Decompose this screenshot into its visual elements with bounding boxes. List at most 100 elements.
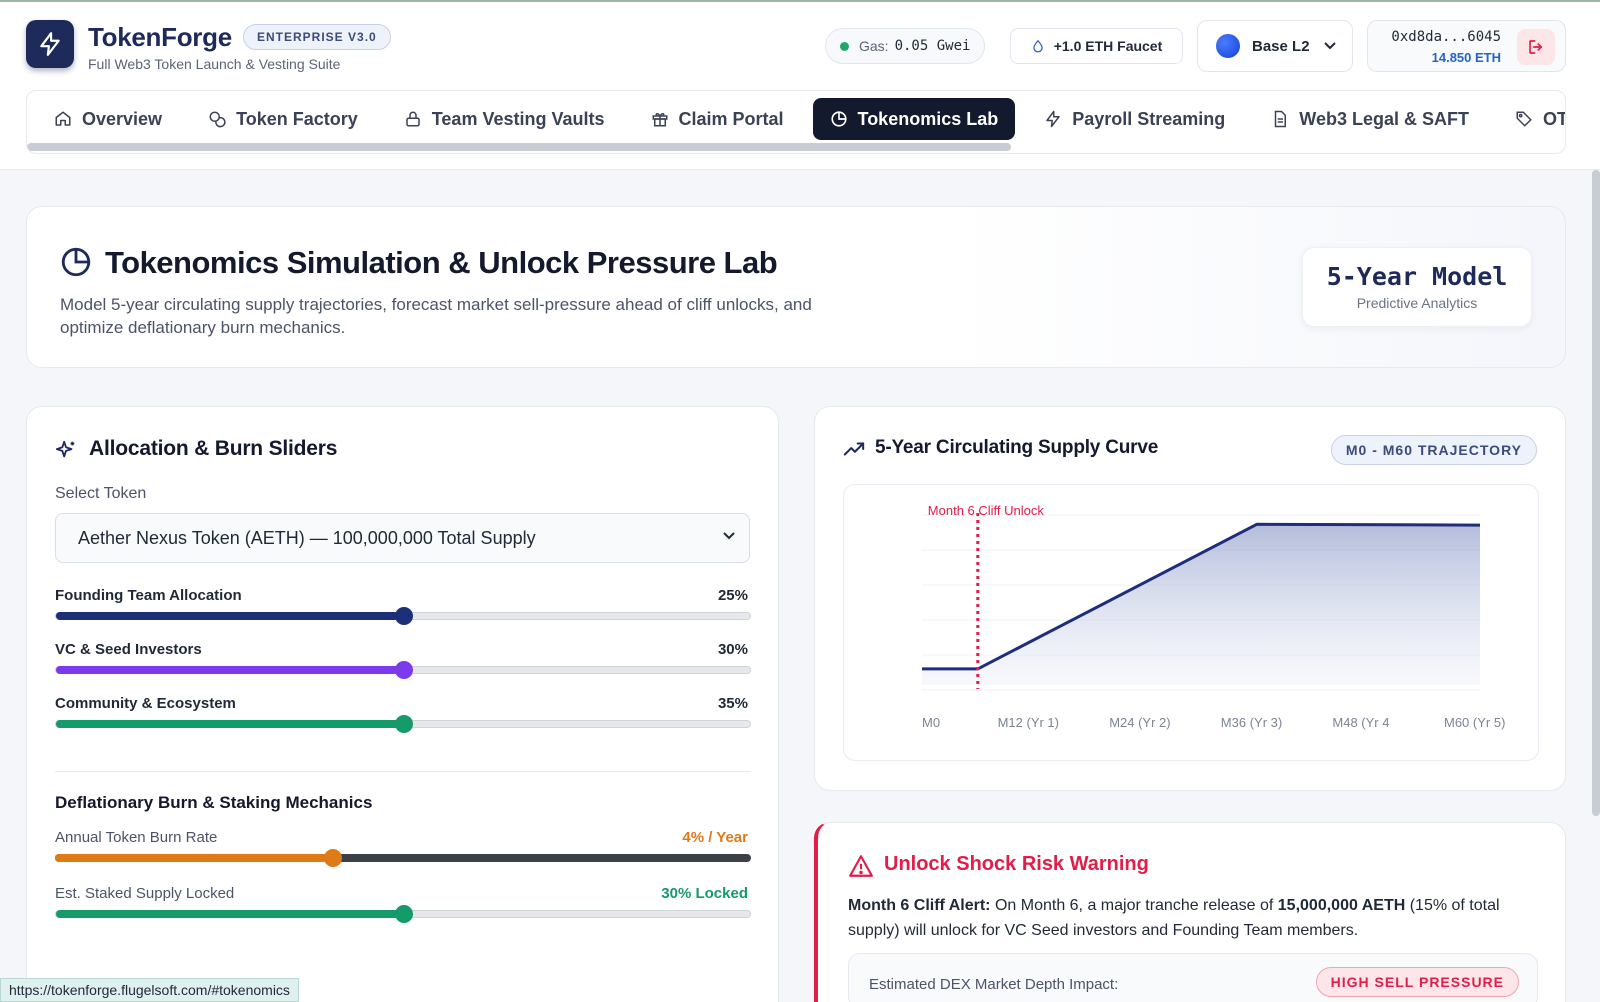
- model-badge-card: 5-Year Model Predictive Analytics: [1302, 247, 1532, 327]
- staked-slider[interactable]: [55, 905, 751, 923]
- supply-area: [922, 524, 1480, 685]
- supply-chart-card: 5-Year Circulating Supply Curve M0 - M60…: [814, 406, 1566, 791]
- gas-indicator: Gas: 0.05 Gwei: [825, 28, 986, 64]
- x-tick-label: M0: [922, 715, 940, 730]
- x-tick-label: M24 (Yr 2): [1109, 715, 1170, 730]
- community-slider[interactable]: [55, 715, 751, 733]
- hero-card: Tokenomics Simulation & Unlock Pressure …: [26, 206, 1566, 368]
- burn-rate-value: 4% / Year: [682, 829, 748, 846]
- staked-value: 30% Locked: [661, 885, 748, 902]
- home-icon: [55, 111, 71, 126]
- slider-fill: [55, 854, 334, 862]
- slider-thumb[interactable]: [324, 849, 343, 867]
- x-tick-label: M12 (Yr 1): [998, 715, 1059, 730]
- chevron-down-icon: [1323, 42, 1336, 50]
- tab-otc[interactable]: OTC: [1498, 98, 1565, 140]
- nav-scrollbar[interactable]: [27, 143, 1011, 151]
- status-bar-url: https://tokenforge.flugelsoft.com/#token…: [0, 978, 299, 1002]
- token-select[interactable]: Aether Nexus Token (AETH) — 100,000,000 …: [55, 513, 750, 563]
- community-label: Community & Ecosystem: [55, 695, 236, 712]
- gas-label: Gas:: [859, 38, 889, 54]
- coins-icon: [209, 111, 226, 128]
- trending-up-icon: [843, 442, 865, 456]
- slider-thumb[interactable]: [395, 607, 413, 625]
- slider-thumb[interactable]: [395, 661, 413, 679]
- sell-pressure-badge: HIGH SELL PRESSURE: [1315, 967, 1519, 997]
- select-token-label: Select Token: [55, 485, 147, 502]
- founding-team-slider[interactable]: [55, 607, 751, 625]
- allocation-card: Allocation & Burn Sliders Select Token A…: [26, 406, 779, 1002]
- gas-status-dot: [840, 41, 849, 51]
- supply-line: [922, 522, 1481, 671]
- x-tick-label: M36 (Yr 3): [1221, 715, 1282, 730]
- tab-payroll-streaming[interactable]: Payroll Streaming: [1027, 98, 1242, 140]
- warning-triangle-icon: [849, 855, 873, 877]
- slider-fill: [56, 720, 404, 728]
- staked-label: Est. Staked Supply Locked: [55, 885, 235, 902]
- page-description: Model 5-year circulating supply trajecto…: [60, 295, 812, 337]
- section-divider: [55, 771, 751, 772]
- tab-overview[interactable]: Overview: [37, 98, 179, 140]
- unlock-warning-card: Unlock Shock Risk Warning Month 6 Cliff …: [814, 822, 1566, 1002]
- droplet-icon: [1032, 39, 1043, 53]
- sparkles-icon: [55, 440, 75, 458]
- impact-label: Estimated DEX Market Depth Impact:: [869, 976, 1119, 993]
- x-tick-label: M60 (Yr 5): [1444, 715, 1505, 730]
- slider-fill: [56, 910, 404, 918]
- document-icon: [1275, 110, 1287, 128]
- vc-seed-value: 30%: [717, 641, 748, 658]
- slider-thumb[interactable]: [395, 715, 413, 733]
- page-title: Tokenomics Simulation & Unlock Pressure …: [105, 245, 778, 280]
- community-value: 35%: [717, 695, 748, 712]
- lock-icon: [406, 111, 420, 127]
- logout-icon: [1529, 40, 1543, 54]
- vc-seed-slider[interactable]: [55, 661, 751, 679]
- model-title: 5-Year Model: [1326, 262, 1508, 291]
- slider-fill: [56, 666, 404, 674]
- founding-team-label: Founding Team Allocation: [55, 587, 242, 604]
- trajectory-badge: M0 - M60 TRAJECTORY: [1330, 435, 1537, 465]
- market-impact-row: Estimated DEX Market Depth Impact: HIGH …: [848, 953, 1538, 1002]
- faucet-label: +1.0 ETH Faucet: [1053, 38, 1163, 54]
- wallet-panel: 0xd8da...6045 14.850 ETH: [1367, 20, 1566, 72]
- nav-tabs: Overview Token Factory Team Vesting Vaul…: [27, 91, 1565, 147]
- wallet-balance: 14.850 ETH: [1431, 50, 1501, 65]
- tab-claim-portal[interactable]: Claim Portal: [634, 98, 801, 140]
- tab-team-vesting-vaults[interactable]: Team Vesting Vaults: [387, 98, 622, 140]
- gas-value: 0.05 Gwei: [894, 38, 971, 54]
- page-scrollbar[interactable]: [1592, 170, 1600, 816]
- pie-chart-icon: [61, 247, 91, 277]
- burn-rate-slider[interactable]: [55, 849, 751, 867]
- gift-icon: [652, 113, 667, 127]
- model-subtitle: Predictive Analytics: [1356, 295, 1478, 311]
- faucet-button[interactable]: +1.0 ETH Faucet: [1010, 28, 1183, 64]
- network-selector[interactable]: Base L2: [1197, 20, 1353, 72]
- cliff-unlock-label: Month 6 Cliff Unlock: [928, 503, 1045, 518]
- wallet-address[interactable]: 0xd8da...6045: [1391, 29, 1501, 45]
- bolt-logo-icon: [40, 32, 60, 56]
- pie-chart-icon: [830, 111, 847, 127]
- app-subtitle: Full Web3 Token Launch & Vesting Suite: [88, 56, 341, 72]
- chevron-down-icon: [723, 532, 735, 540]
- base-network-icon: [1216, 34, 1240, 58]
- edition-badge: ENTERPRISE V3.0: [243, 24, 391, 50]
- burn-section-title: Deflationary Burn & Staking Mechanics: [55, 793, 373, 812]
- x-tick-label: M48 (Yr 4: [1332, 715, 1389, 730]
- main-nav: Overview Token Factory Team Vesting Vaul…: [26, 90, 1566, 154]
- tab-web3-legal-saft[interactable]: Web3 Legal & SAFT: [1254, 98, 1486, 140]
- burn-rate-label: Annual Token Burn Rate: [55, 829, 218, 846]
- tab-token-factory[interactable]: Token Factory: [191, 98, 375, 140]
- app-logo[interactable]: [26, 20, 74, 68]
- supply-curve-chart: Month 6 Cliff Unlock M0 M12 (Yr 1) M24 (Yr …: [922, 503, 1505, 730]
- chart-title: 5-Year Circulating Supply Curve: [875, 437, 1159, 458]
- selected-token: Aether Nexus Token (AETH) — 100,000,000 …: [78, 527, 536, 548]
- tab-tokenomics-lab[interactable]: Tokenomics Lab: [812, 98, 1016, 140]
- network-name: Base L2: [1252, 37, 1310, 55]
- slider-fill: [56, 612, 404, 620]
- window-top-border: [0, 0, 1600, 2]
- warning-text: Month 6 Cliff Alert: On Month 6, a major…: [848, 897, 1500, 939]
- app-header: TokenForge ENTERPRISE V3.0 Full Web3 Tok…: [0, 2, 1600, 170]
- brand-name: TokenForge: [88, 22, 232, 52]
- slider-thumb[interactable]: [395, 905, 413, 923]
- disconnect-button[interactable]: [1517, 29, 1555, 65]
